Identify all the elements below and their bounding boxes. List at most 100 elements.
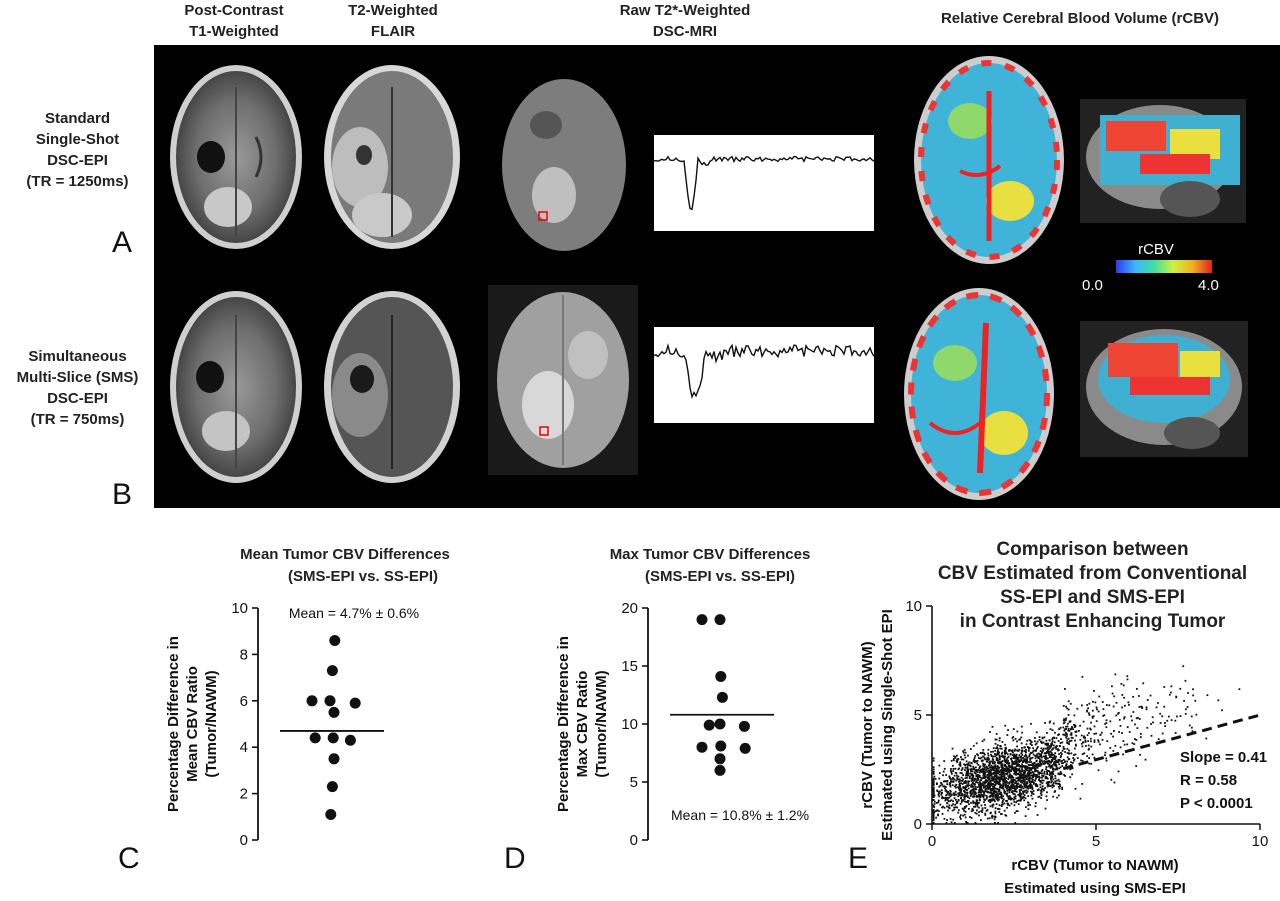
chart-e-data-point	[973, 790, 976, 793]
chart-e-data-point	[999, 776, 1002, 779]
chart-e-data-point	[1029, 776, 1031, 779]
chart-e-data-point	[939, 803, 942, 806]
chart-e-data-point	[932, 810, 935, 813]
chart-e-data-point	[1061, 759, 1064, 762]
chart-e-data-point	[1190, 726, 1193, 729]
chart-e-data-point	[1003, 773, 1006, 776]
chart-e-data-point	[1073, 754, 1075, 756]
chart-e-data-point	[1163, 686, 1166, 688]
chart-e-data-point	[994, 812, 997, 815]
chart-e-data-point	[949, 785, 952, 788]
chart-e-data-point	[976, 759, 979, 762]
chart-e-data-point	[1029, 774, 1032, 777]
chart-e-data-point	[1076, 757, 1079, 759]
chart-e-data-point	[1014, 822, 1017, 824]
chart-e-data-point	[1081, 745, 1084, 748]
chart-e-data-point	[1184, 679, 1187, 682]
chart-e-data-point	[989, 801, 992, 804]
chart-e-data-point	[957, 809, 960, 812]
chart-e-data-point	[1013, 767, 1016, 769]
chart-e-data-point	[1036, 765, 1039, 768]
chart-e-data-point	[946, 802, 948, 805]
chart-e-data-point	[992, 792, 995, 795]
chart-e-data-point	[1113, 695, 1116, 698]
chart-e-data-point	[1003, 791, 1006, 793]
chart-e-data-point	[978, 795, 981, 798]
chart-e-data-point	[975, 801, 978, 804]
chart-e-data-point	[942, 805, 945, 808]
chart-e-data-point	[1068, 758, 1071, 760]
chart-c-y-tick-label: 10	[231, 600, 248, 617]
chart-e-data-point	[1013, 793, 1016, 796]
chart-e-data-point	[984, 807, 987, 809]
chart-e-data-point	[975, 795, 978, 797]
chart-e-title-line: Comparison between	[996, 539, 1189, 560]
chart-e-data-point	[1023, 790, 1026, 792]
chart-e-data-point	[1047, 742, 1050, 745]
chart-c-y-tick-label: 6	[240, 693, 248, 710]
chart-e-data-point	[1032, 764, 1035, 767]
chart-d-data-point	[715, 740, 727, 752]
chart-e-data-point	[1118, 731, 1120, 733]
chart-e-data-point	[1024, 797, 1027, 800]
chart-e-data-point	[1058, 744, 1061, 747]
chart-e-data-point	[1010, 791, 1013, 794]
chart-e-data-point	[1142, 682, 1145, 685]
chart-e-data-point	[1044, 755, 1047, 758]
chart-e-data-point	[971, 770, 974, 773]
chart-e-data-point	[996, 751, 999, 754]
chart-e-data-point	[1086, 710, 1089, 713]
chart-e-data-point	[1050, 775, 1053, 778]
chart-e-data-point	[1188, 724, 1191, 727]
chart-e-data-point	[1001, 784, 1003, 787]
chart-e-data-point	[1062, 719, 1065, 722]
chart-e-data-point	[1012, 757, 1015, 760]
chart-e-data-point	[970, 774, 973, 777]
chart-e-data-point	[978, 783, 980, 786]
chart-e-data-point	[1025, 748, 1027, 751]
chart-e-data-point	[1042, 749, 1045, 752]
chart-e-data-point	[1034, 777, 1037, 780]
chart-e-data-point	[960, 792, 963, 795]
chart-e-data-point	[1030, 722, 1032, 725]
chart-e-data-point	[994, 742, 997, 745]
chart-e-data-point	[944, 797, 947, 799]
chart-c-title-line1: Mean Tumor CBV Differences	[240, 546, 450, 563]
chart-e-data-point	[990, 774, 993, 777]
chart-e-data-point	[1045, 739, 1048, 742]
chart-e-data-point	[932, 793, 935, 796]
chart-e-data-point	[1005, 814, 1008, 817]
chart-e-data-point	[987, 771, 990, 774]
chart-e-data-point	[1005, 799, 1007, 802]
chart-e-data-point	[1000, 793, 1003, 796]
chart-e-data-point	[979, 784, 981, 787]
chart-e-data-point	[987, 781, 990, 784]
chart-e-data-point	[993, 766, 996, 769]
chart-e-data-point	[932, 771, 935, 774]
chart-e-data-point	[982, 776, 985, 779]
chart-e-data-point	[939, 790, 941, 793]
chart-e-data-point	[950, 772, 953, 775]
chart-e-data-point	[986, 796, 989, 799]
chart-c-y-tick-label: 4	[240, 739, 248, 756]
column-header-line: T1-Weighted	[189, 23, 279, 40]
chart-e-data-point	[1111, 685, 1113, 688]
chart-e-data-point	[994, 775, 997, 778]
chart-e-data-point	[979, 752, 982, 754]
chart-e-data-point	[966, 767, 969, 769]
chart-e-data-point	[1004, 781, 1007, 784]
chart-e-data-point	[994, 781, 997, 784]
chart-e-data-point	[972, 765, 975, 768]
chart-d-data-point	[715, 670, 727, 682]
chart-e-data-point	[1030, 781, 1033, 783]
chart-e-data-point	[1030, 769, 1033, 771]
chart-e-data-point	[1071, 773, 1074, 776]
chart-e-data-point	[1126, 726, 1129, 729]
chart-e-data-point	[1135, 765, 1138, 767]
chart-e-data-point	[1071, 762, 1074, 764]
chart-e-data-point	[1041, 774, 1044, 777]
chart-e-data-point	[1040, 797, 1043, 799]
chart-e-data-point	[1029, 759, 1032, 761]
chart-e-data-point	[1081, 783, 1084, 785]
